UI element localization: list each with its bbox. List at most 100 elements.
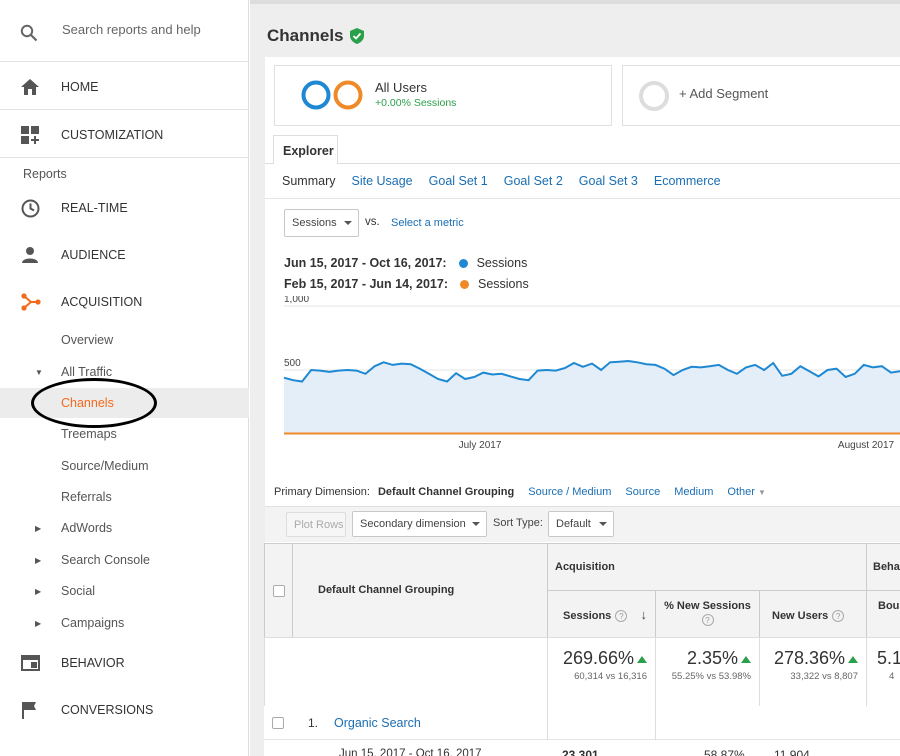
legend-previous: Feb 15, 2017 - Jun 14, 2017: Sessions xyxy=(284,277,529,291)
sidebar-item-audience[interactable]: AUDIENCE xyxy=(0,240,249,270)
legend-range: Feb 15, 2017 - Jun 14, 2017: xyxy=(284,277,448,291)
sidebar-item-behavior[interactable]: BEHAVIOR xyxy=(0,648,249,678)
tab-explorer[interactable]: Explorer xyxy=(273,135,338,164)
sort-type-value: Default xyxy=(556,518,591,530)
sidebar-item-label: AUDIENCE xyxy=(61,248,126,262)
chevron-down-icon xyxy=(344,221,352,225)
column-header-bounce[interactable]: Boun xyxy=(866,590,900,638)
behavior-icon xyxy=(21,655,40,671)
sidebar-item-social[interactable]: Social xyxy=(61,584,96,598)
sessions-line-chart: 1,000 500 July 2017 August 2017 xyxy=(283,296,900,451)
help-icon[interactable]: ? xyxy=(832,610,845,623)
subtab-goal-set-1[interactable]: Goal Set 1 xyxy=(428,174,488,188)
table-row: Jun 15, 2017 - Oct 16, 2017 23,301 58.87… xyxy=(264,740,900,756)
sidebar-item-search-console[interactable]: Search Console xyxy=(61,553,150,567)
expanded-caret-icon[interactable]: ▼ xyxy=(35,368,43,377)
main-content: Channels All Users +0.00% Sessions + Add… xyxy=(250,0,900,756)
column-header-sessions[interactable]: Sessions? ↓ xyxy=(547,590,656,638)
plot-rows-button[interactable]: Plot Rows xyxy=(286,512,346,537)
sidebar-item-label: HOME xyxy=(61,80,99,94)
totals-comparison: 55.25% vs 53.98% xyxy=(671,671,751,682)
sidebar-item-all-traffic[interactable]: All Traffic xyxy=(61,365,113,379)
flag-icon xyxy=(22,702,36,719)
totals-sessions: 269.66% 60,314 vs 16,316 xyxy=(547,637,656,707)
sidebar-item-realtime[interactable]: REAL-TIME xyxy=(0,193,249,223)
column-header-label: Boun xyxy=(878,600,900,612)
sidebar-item-conversions[interactable]: CONVERSIONS xyxy=(0,695,249,725)
metric-select[interactable]: Sessions xyxy=(284,209,359,237)
sidebar-item-adwords[interactable]: AdWords xyxy=(61,521,113,535)
totals-comparison: 60,314 vs 16,316 xyxy=(574,671,647,682)
column-header-label: New Users xyxy=(772,610,829,622)
sidebar-item-label: BEHAVIOR xyxy=(61,656,125,670)
select-metric-link[interactable]: Select a metric xyxy=(391,217,464,229)
help-icon[interactable]: ? xyxy=(615,610,628,623)
totals-value: 269.66% xyxy=(562,648,634,668)
sidebar-item-channels[interactable]: Channels xyxy=(61,396,114,410)
dashboard-icon xyxy=(21,126,39,144)
help-icon[interactable]: ? xyxy=(701,614,714,626)
totals-new-sessions: 2.35% 55.25% vs 53.98% xyxy=(655,637,760,707)
sidebar-item-acquisition[interactable]: ACQUISITION xyxy=(0,287,249,317)
secondary-dimension-select[interactable]: Secondary dimension xyxy=(352,511,487,537)
legend-metric: Sessions xyxy=(477,277,529,291)
dimension-source-medium[interactable]: Source / Medium xyxy=(528,486,612,498)
group-header-behavior: Behav xyxy=(866,543,900,591)
dimension-source[interactable]: Source xyxy=(625,486,661,498)
totals-comparison: 4 xyxy=(889,671,895,682)
sort-type-label: Sort Type: xyxy=(493,517,543,529)
collapsed-caret-icon[interactable]: ▶ xyxy=(35,587,42,596)
sidebar-item-campaigns[interactable]: Campaigns xyxy=(61,616,125,630)
subtab-goal-set-3[interactable]: Goal Set 3 xyxy=(578,174,638,188)
subtab-goal-set-2[interactable]: Goal Set 2 xyxy=(503,174,563,188)
row-link-organic-search[interactable]: Organic Search xyxy=(334,716,421,730)
segment-sub: +0.00% Sessions xyxy=(375,97,457,109)
row-index: 1. xyxy=(308,716,319,730)
collapsed-caret-icon[interactable]: ▶ xyxy=(35,524,42,533)
subtab-site-usage[interactable]: Site Usage xyxy=(351,174,413,188)
totals-value: 278.36% xyxy=(773,648,845,668)
table-row: 1. Organic Search xyxy=(264,706,900,740)
collapsed-caret-icon[interactable]: ▶ xyxy=(35,619,42,628)
totals-comparison: 33,322 vs 8,807 xyxy=(790,671,858,682)
legend-range: Jun 15, 2017 - Oct 16, 2017: xyxy=(284,256,447,270)
collapsed-caret-icon[interactable]: ▶ xyxy=(35,556,42,565)
column-header-new-users[interactable]: New Users? xyxy=(759,590,867,638)
sort-down-arrow-icon[interactable]: ↓ xyxy=(640,607,648,622)
sidebar-item-referrals[interactable]: Referrals xyxy=(61,490,112,504)
column-header-new-sessions[interactable]: % New Sessions ? xyxy=(655,590,760,638)
row-checkbox[interactable] xyxy=(272,717,284,729)
totals-cell-blank xyxy=(264,637,548,707)
sidebar-item-home[interactable]: HOME xyxy=(0,72,249,102)
totals-new-users: 278.36% 33,322 vs 8,807 xyxy=(759,637,867,707)
row-new-users: 11,904 xyxy=(774,748,810,756)
search-icon[interactable] xyxy=(20,24,38,42)
column-header-dimension[interactable]: Default Channel Grouping xyxy=(292,543,548,638)
totals-bounce: 5.1 4 xyxy=(866,637,900,707)
page-title: Channels xyxy=(267,26,364,46)
verified-shield-icon xyxy=(349,28,364,44)
subtab-ecommerce[interactable]: Ecommerce xyxy=(653,174,721,188)
dimension-medium[interactable]: Medium xyxy=(674,486,714,498)
add-segment-button[interactable]: + Add Segment xyxy=(622,65,900,126)
legend-dot-blue xyxy=(458,258,468,268)
metric-select-value: Sessions xyxy=(292,217,337,229)
sort-type-select[interactable]: Default xyxy=(548,511,614,537)
segment-all-users[interactable]: All Users +0.00% Sessions xyxy=(274,65,612,126)
sidebar-item-treemaps[interactable]: Treemaps xyxy=(61,427,117,441)
primary-dimension-current: Default Channel Grouping xyxy=(377,486,515,498)
sidebar-item-customization[interactable]: CUSTOMIZATION xyxy=(0,120,249,150)
row-date-range: Jun 15, 2017 - Oct 16, 2017 xyxy=(339,748,482,756)
column-header-label: % New Sessions xyxy=(664,600,751,612)
group-header-label: Behav xyxy=(873,561,900,573)
column-header-label: Default Channel Grouping xyxy=(318,584,455,596)
chevron-down-icon xyxy=(599,522,607,526)
sidebar-item-channels-row[interactable] xyxy=(0,388,249,418)
dimension-other[interactable]: Other ▼ xyxy=(727,486,766,498)
search-input[interactable] xyxy=(62,22,242,37)
sidebar-item-source-medium[interactable]: Source/Medium xyxy=(61,459,149,473)
select-all-checkbox[interactable] xyxy=(273,585,285,597)
sidebar-item-overview[interactable]: Overview xyxy=(61,333,114,347)
chevron-down-icon xyxy=(472,522,480,526)
subtab-summary[interactable]: Summary xyxy=(282,174,336,188)
